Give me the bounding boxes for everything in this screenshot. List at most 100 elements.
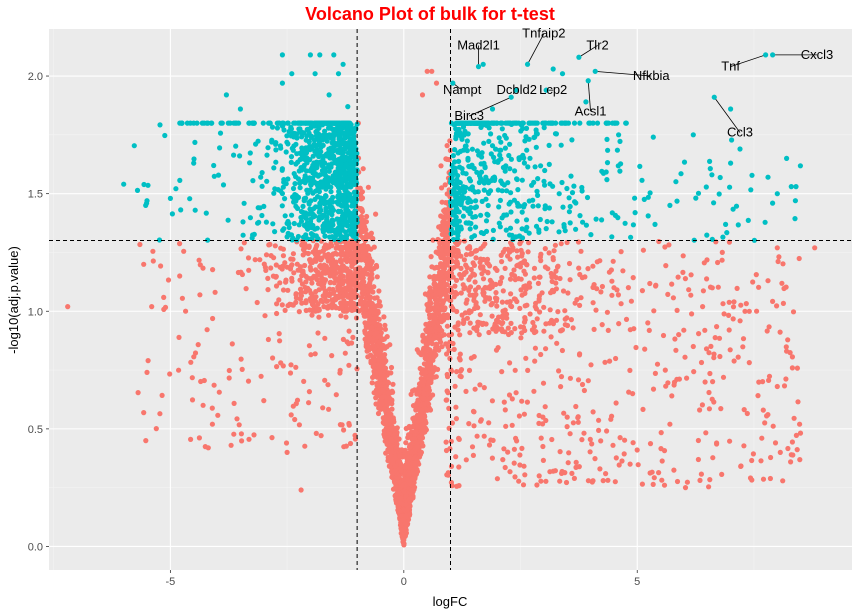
- non-significant-point: [426, 379, 432, 385]
- non-significant-point: [516, 413, 523, 419]
- non-significant-point: [581, 387, 588, 394]
- significant-point: [306, 175, 313, 181]
- non-significant-point: [245, 255, 252, 261]
- significant-point: [450, 153, 456, 159]
- non-significant-point: [322, 267, 328, 273]
- non-significant-point: [603, 471, 609, 477]
- non-significant-point: [788, 459, 794, 465]
- non-significant-point: [504, 311, 510, 317]
- non-significant-point: [440, 300, 446, 306]
- non-significant-point: [536, 298, 542, 304]
- significant-point: [353, 197, 360, 203]
- significant-point: [263, 219, 269, 225]
- non-significant-point: [532, 358, 538, 364]
- non-significant-point: [306, 400, 312, 406]
- non-significant-point: [363, 313, 369, 319]
- non-significant-point: [339, 245, 345, 251]
- non-significant-point: [427, 315, 433, 321]
- non-significant-point: [623, 316, 630, 322]
- non-significant-point: [458, 253, 464, 259]
- significant-point: [695, 190, 702, 196]
- non-significant-point: [373, 262, 379, 269]
- non-significant-point: [471, 354, 477, 360]
- non-significant-point: [403, 501, 409, 507]
- non-significant-point: [647, 441, 654, 447]
- non-significant-point: [617, 435, 623, 441]
- non-significant-point: [419, 413, 425, 419]
- non-significant-point: [452, 383, 458, 389]
- non-significant-point: [489, 313, 495, 319]
- non-significant-point: [562, 308, 568, 314]
- non-significant-point: [272, 243, 278, 249]
- non-significant-point: [474, 433, 480, 439]
- non-significant-point: [374, 295, 380, 301]
- non-significant-point: [442, 182, 448, 188]
- non-significant-point: [143, 438, 149, 444]
- significant-point: [609, 210, 615, 216]
- non-significant-point: [417, 438, 423, 444]
- significant-point: [489, 143, 496, 149]
- non-significant-point: [720, 301, 726, 307]
- non-significant-point: [215, 412, 221, 418]
- non-significant-point: [229, 341, 235, 347]
- non-significant-point: [720, 374, 727, 380]
- significant-point: [514, 218, 520, 224]
- non-significant-point: [436, 224, 442, 230]
- non-significant-point: [401, 541, 407, 548]
- non-significant-point: [576, 352, 583, 358]
- significant-point: [284, 133, 290, 139]
- non-significant-point: [564, 239, 570, 246]
- non-significant-point: [285, 303, 291, 309]
- non-significant-point: [438, 261, 444, 267]
- non-significant-point: [746, 308, 752, 314]
- non-significant-point: [561, 410, 567, 416]
- non-significant-point: [688, 292, 694, 298]
- significant-point: [449, 188, 455, 195]
- significant-point: [458, 226, 464, 232]
- significant-point: [650, 134, 656, 140]
- non-significant-point: [361, 279, 367, 285]
- non-significant-point: [258, 373, 264, 379]
- non-significant-point: [441, 307, 447, 313]
- non-significant-point: [588, 362, 594, 368]
- non-significant-point: [490, 437, 496, 443]
- non-significant-point: [439, 319, 445, 325]
- non-significant-point: [445, 315, 451, 321]
- non-significant-point: [211, 382, 217, 388]
- non-significant-point: [312, 351, 318, 357]
- significant-point: [515, 187, 521, 193]
- non-significant-point: [238, 431, 244, 437]
- significant-point: [311, 179, 317, 185]
- non-significant-point: [438, 292, 444, 298]
- non-significant-point: [449, 420, 455, 426]
- significant-point: [340, 153, 346, 159]
- non-significant-point: [300, 268, 306, 274]
- non-significant-point: [364, 213, 370, 220]
- non-significant-point: [765, 278, 771, 284]
- non-significant-point: [444, 262, 450, 268]
- significant-point: [452, 159, 458, 165]
- non-significant-point: [297, 277, 303, 283]
- non-significant-point: [780, 261, 786, 267]
- non-significant-point: [299, 273, 305, 279]
- non-significant-point: [719, 257, 725, 263]
- significant-point: [324, 153, 330, 159]
- non-significant-point: [188, 359, 194, 365]
- non-significant-point: [353, 281, 359, 287]
- significant-point: [323, 132, 330, 138]
- non-significant-point: [684, 375, 690, 381]
- non-significant-point: [592, 456, 598, 462]
- non-significant-point: [141, 261, 147, 267]
- non-significant-point: [476, 319, 482, 326]
- non-significant-point: [433, 345, 439, 351]
- non-significant-point: [507, 276, 514, 282]
- significant-point: [501, 212, 507, 218]
- non-significant-point: [499, 259, 505, 265]
- non-significant-point: [389, 424, 395, 430]
- significant-point: [762, 219, 768, 225]
- significant-point: [498, 139, 504, 145]
- significant-point: [292, 181, 298, 187]
- significant-point: [291, 220, 297, 227]
- significant-point: [313, 133, 319, 139]
- non-significant-point: [550, 468, 556, 474]
